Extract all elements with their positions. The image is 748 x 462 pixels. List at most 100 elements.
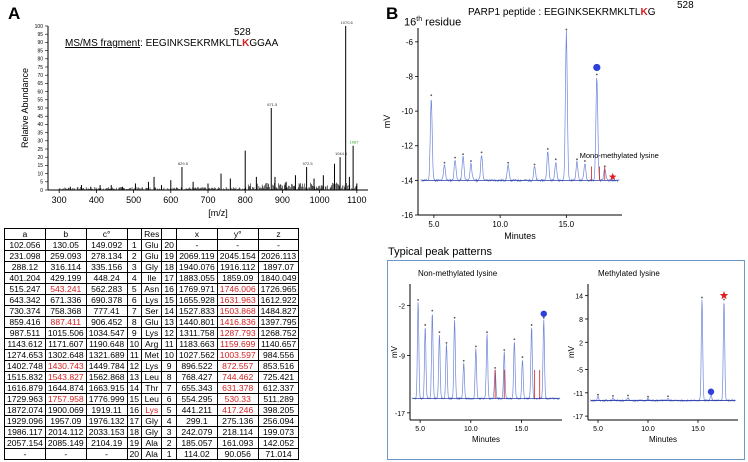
table-cell: 90.056 [216,448,259,460]
table-cell: Glu [141,316,163,328]
table-cell: 12 [126,360,143,372]
table-cell: 768.427 [175,371,218,383]
chrom-y-tick-label: -16 [401,211,413,220]
table-cell: 612.337 [257,382,300,394]
table-cell: 631.378 [216,382,259,394]
spectrum-y-tick-label: 0 [40,188,43,194]
mono-methylated-annotation: Mono-methylated lysine [580,151,659,160]
table-cell: 1976.132 [85,415,128,427]
table-cell: 299.1 [175,415,218,427]
table-cell: 2045.154 [216,250,259,262]
table-cell: 987.511 [4,327,46,339]
table-cell: 417.246 [216,404,259,416]
table-cell: 543.241 [44,283,87,295]
chrom-x-tick-label: 10.0 [492,220,508,229]
chrom-y-tick-label: -2 [399,303,405,310]
spectrum-y-tick-label: 50 [37,106,43,112]
table-header-cell: x [175,228,218,240]
table-cell: 9 [161,360,177,372]
table-cell: 3 [161,426,177,438]
table-cell: 11 [126,349,143,361]
table-cell: 259.093 [44,250,87,262]
table-cell: 1003.597 [216,349,259,361]
residue-label-text: residue [422,16,462,29]
table-cell: - [216,239,259,251]
table-cell: 643.342 [4,294,46,306]
table-cell: 9 [126,327,143,339]
table-cell: Leu [141,371,163,383]
table-cell: 7 [161,382,177,394]
chromatogram-title: PARP1 peptide : EEGINKSEKRMKLTLKG [468,7,656,18]
table-cell: 1397.795 [257,316,300,328]
table-cell: 242.079 [175,426,218,438]
table-row: 859.416 887.411 906.452 8 Glu 13 1440.801 1416.… [4,316,300,328]
table-cell: 1746.006 [216,283,259,295]
table-cell: 511.289 [257,393,300,405]
table-header-row: a b c° Res x y° z [4,228,300,240]
table-cell: 19 [126,437,143,449]
table-cell: 1190.648 [85,338,128,350]
table-cell: 690.378 [85,294,128,306]
chrom-peak-apex [595,73,598,76]
table-cell: 1034.547 [85,327,128,339]
msms-spectrum: 0 5 10 15 20 25 30 35 40 45 50 55 60 65 70 75 80 85 90 95 10… [20,20,368,218]
table-cell: 1430.743 [44,360,87,372]
table-cell: 10 [161,349,177,361]
fragment-seq-pre: : EEGINKSEKRMKLTL [140,38,243,49]
spectrum-x-tick-label: 1000 [310,195,330,205]
chromatogram-site-residue: K [640,7,648,18]
table-cell: 1543.827 [44,371,87,383]
table-cell: 18 [126,426,143,438]
table-cell: 14 [126,382,143,394]
spectrum-y-tick-label: 5 [40,180,43,186]
table-row: 231.098 259.093 278.134 2 Glu 19 2069.119 2045.… [4,250,300,262]
hplc-chromatogram: -6 -8 -10 -12 -14 -16 5.0 10.0 15.0 Minutes mV Mono… [382,28,659,241]
table-cell: 887.411 [44,316,87,328]
panel-letter-b: B [386,4,399,23]
spectrum-x-label: [m/z] [208,208,228,218]
table-cell: - [44,448,87,460]
table-cell: 1440.801 [175,316,218,328]
table-cell: 288.12 [4,261,46,273]
chrom-y-label: mV [390,345,399,358]
table-cell: Lys [141,404,163,416]
chrom-y-tick-label: -14 [401,176,413,185]
table-row: 1929.096 1957.09 1976.132 17 Gly 4 299.1 275.13… [4,415,300,427]
table-cell: 758.368 [44,305,87,317]
chrom-x-tick-label: 15.0 [691,426,705,433]
fragment-seq-post: GGAA [249,38,279,49]
spectrum-peak-label: 1087 [350,140,360,145]
table-row: 1143.612 1171.607 1190.648 10 Arg 11 1183.663 1… [4,338,300,350]
table-cell: 8 [161,371,177,383]
chrom-y-tick-label: 14 [575,294,583,301]
spectrum-x-tick-label: 500 [126,195,141,205]
blue-circle-marker [593,63,601,72]
fragment-site-residue: K [242,38,250,49]
table-cell: Lys [141,327,163,339]
table-cell: 130.05 [44,239,87,251]
table-cell: 1859.09 [216,272,259,284]
table-cell: 1484.827 [257,305,300,317]
red-star-marker [719,291,729,300]
spectrum-peak-label: 629.5 [178,161,189,166]
table-cell: 1986.117 [4,426,46,438]
table-cell: 1140.657 [257,338,300,350]
table-cell: 5 [126,283,143,295]
chrom-x-tick-label: 5.0 [428,220,440,229]
chrom-trace [589,299,737,403]
chrom-peak-apex [565,28,568,31]
table-cell: 17 [161,272,177,284]
table-row: 1872.074 1900.069 1919.11 16 Lys 5 441.211 417.… [4,404,300,416]
chrom-peak-apex [470,160,472,162]
table-cell: 1503.868 [216,305,259,317]
table-cell: Lys [141,294,163,306]
table-cell: 1321.689 [85,349,128,361]
table-cell: 4 [161,415,177,427]
spectrum-y-tick-label: 100 [35,24,44,30]
table-cell: 530.33 [216,393,259,405]
table-cell: 1311.758 [175,327,218,339]
table-cell: 448.24 [85,272,128,284]
table-cell: 161.093 [216,437,259,449]
chrom-x-tick-label: 15.0 [559,220,575,229]
chrom-y-tick-label: -10 [401,107,413,116]
